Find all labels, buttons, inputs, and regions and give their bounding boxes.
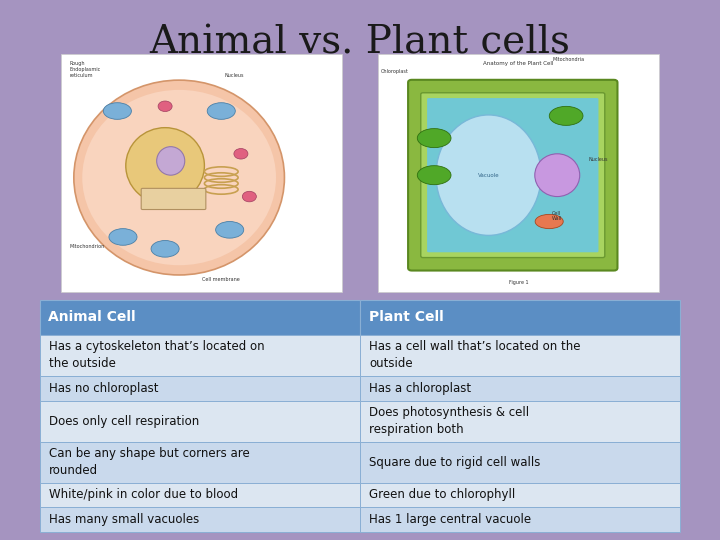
Text: Has 1 large central vacuole: Has 1 large central vacuole (369, 513, 531, 526)
Ellipse shape (207, 103, 235, 119)
Text: Has many small vacuoles: Has many small vacuoles (49, 513, 199, 526)
Text: Has a cytoskeleton that’s located on
the outside: Has a cytoskeleton that’s located on the… (49, 340, 264, 370)
Text: Can be any shape but corners are
rounded: Can be any shape but corners are rounded (49, 447, 250, 477)
Text: Has a chloroplast: Has a chloroplast (369, 382, 472, 395)
Text: White/pink in color due to blood: White/pink in color due to blood (49, 489, 238, 502)
Ellipse shape (126, 127, 204, 204)
Ellipse shape (74, 80, 284, 275)
Text: Has a cell wall that’s located on the
outside: Has a cell wall that’s located on the ou… (369, 340, 581, 370)
Circle shape (158, 101, 172, 112)
Bar (360, 401, 680, 442)
Text: Mitochondrion: Mitochondrion (70, 244, 105, 249)
Bar (40, 376, 360, 401)
Text: Nucleus: Nucleus (224, 73, 243, 78)
Text: Animal Cell: Animal Cell (48, 310, 136, 324)
Ellipse shape (549, 106, 583, 125)
Bar (360, 376, 680, 401)
FancyBboxPatch shape (408, 80, 618, 271)
Ellipse shape (109, 228, 137, 245)
Text: Chloroplast: Chloroplast (381, 69, 409, 74)
Text: Figure 1: Figure 1 (508, 280, 528, 286)
Ellipse shape (535, 214, 563, 228)
Bar (40, 442, 360, 483)
Text: Green due to chlorophyll: Green due to chlorophyll (369, 489, 516, 502)
Text: Vacuole: Vacuole (477, 173, 500, 178)
Text: Square due to rigid cell walls: Square due to rigid cell walls (369, 456, 541, 469)
Ellipse shape (151, 240, 179, 257)
Text: Does photosynthesis & cell
respiration both: Does photosynthesis & cell respiration b… (369, 406, 529, 436)
Bar (40, 335, 360, 376)
FancyBboxPatch shape (420, 93, 605, 258)
Bar (40, 507, 360, 532)
Text: Cell
Wall: Cell Wall (552, 211, 562, 221)
FancyBboxPatch shape (427, 98, 598, 252)
FancyBboxPatch shape (141, 188, 206, 210)
Ellipse shape (157, 147, 185, 175)
Ellipse shape (418, 129, 451, 147)
Bar (61, 54, 342, 292)
Ellipse shape (436, 115, 541, 235)
Ellipse shape (216, 221, 243, 238)
Bar (360, 442, 680, 483)
Text: Animal vs. Plant cells: Animal vs. Plant cells (150, 24, 570, 62)
Text: Rough
Endoplasmic
reticulum: Rough Endoplasmic reticulum (70, 61, 101, 78)
Bar (360, 507, 680, 532)
Bar (378, 54, 659, 292)
Bar (40, 300, 360, 335)
Bar (40, 483, 360, 507)
Bar (360, 335, 680, 376)
Text: Has no chloroplast: Has no chloroplast (49, 382, 158, 395)
Text: Does only cell respiration: Does only cell respiration (49, 415, 199, 428)
Bar (40, 401, 360, 442)
Text: Anatomy of the Plant Cell: Anatomy of the Plant Cell (483, 61, 554, 66)
Ellipse shape (82, 90, 276, 265)
Circle shape (234, 148, 248, 159)
Ellipse shape (418, 166, 451, 185)
Bar (360, 300, 680, 335)
Ellipse shape (535, 154, 580, 197)
Bar (360, 483, 680, 507)
Ellipse shape (104, 103, 132, 119)
Text: Cell membrane: Cell membrane (202, 277, 239, 282)
Text: Plant Cell: Plant Cell (369, 310, 444, 324)
Text: Mitochondria: Mitochondria (552, 57, 584, 62)
Text: Nucleus: Nucleus (589, 157, 608, 162)
Circle shape (243, 191, 256, 202)
